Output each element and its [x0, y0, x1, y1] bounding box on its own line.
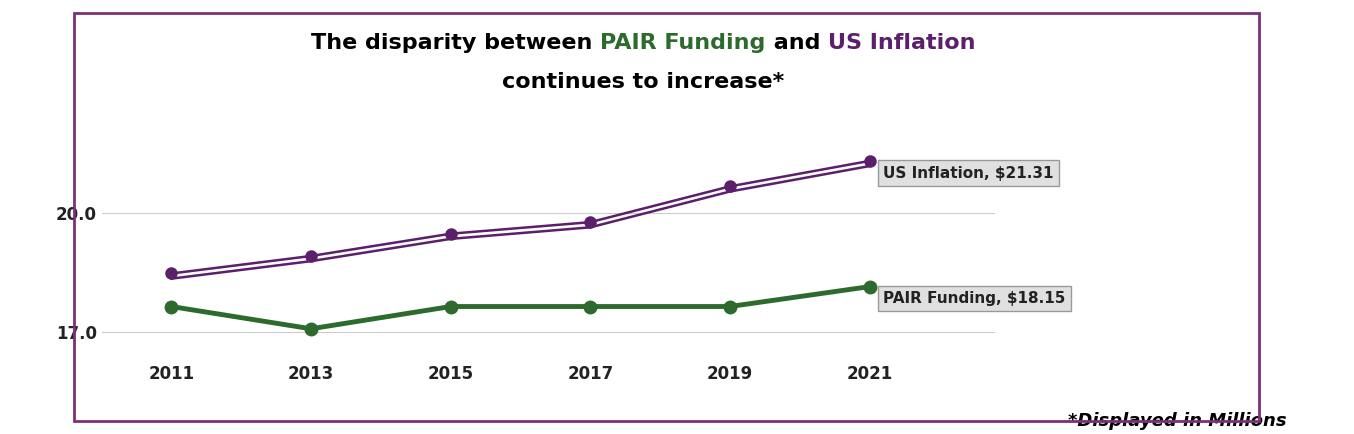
Text: *Displayed in Millions: *Displayed in Millions — [1068, 412, 1286, 430]
Text: US Inflation: US Inflation — [827, 33, 975, 53]
Text: US Inflation, $21.31: US Inflation, $21.31 — [884, 166, 1053, 181]
Text: PAIR Funding, $18.15: PAIR Funding, $18.15 — [884, 291, 1066, 306]
Text: The disparity between: The disparity between — [311, 33, 600, 53]
Text: continues to increase*: continues to increase* — [502, 72, 784, 92]
Text: PAIR Funding: PAIR Funding — [600, 33, 765, 53]
Text: and: and — [765, 33, 827, 53]
